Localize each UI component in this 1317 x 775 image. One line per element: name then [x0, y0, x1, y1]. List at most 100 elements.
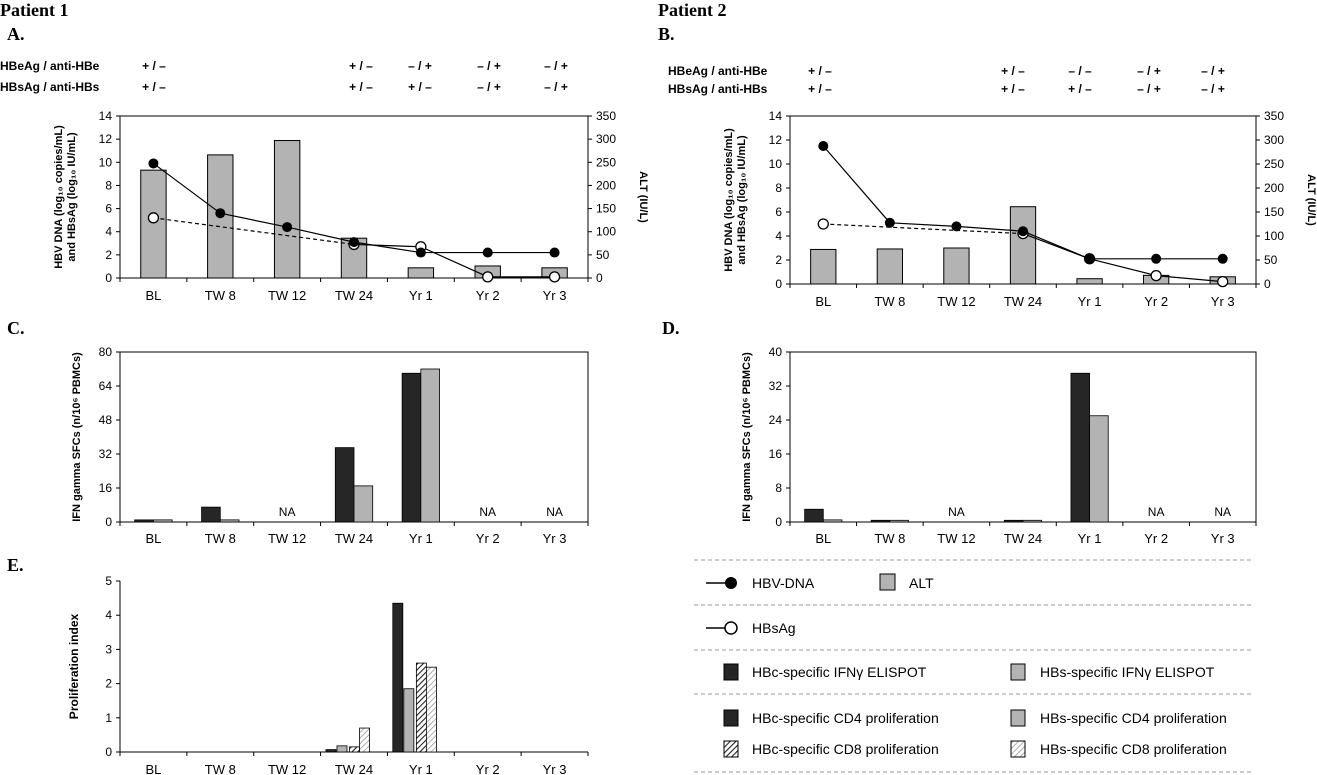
panel-A-hbv-dna-point	[415, 247, 426, 258]
hbs-cd8-swatch	[1010, 740, 1026, 758]
panel-E-bar-hbc-cd8	[415, 662, 427, 753]
panel-B-hbv-dna-point	[818, 141, 829, 151]
p2-hbeag-label: HBeAg / anti-HBe	[668, 64, 768, 78]
panel-A-alt-bar	[140, 169, 167, 279]
panel-D-na-label: NA	[948, 505, 965, 519]
panel-B-y2tick-label: 300	[1264, 133, 1284, 147]
panel-B-ylabel-line2: and HBsAg (log₁₀ IU/mL)	[736, 135, 748, 265]
panel-A-hbv-dna-line-segment	[153, 162, 221, 214]
panel-B-hbsag-point	[817, 218, 829, 230]
panel-A-hbsag-point	[147, 212, 160, 224]
panel-C-na-label: NA	[479, 505, 496, 519]
panel-E-ytick-label: 3	[105, 642, 112, 656]
panel-A-ytick-label: 0	[105, 271, 112, 285]
panel-D-bar-hbc-ifn	[1003, 519, 1024, 523]
panel-A-xtick-label: Yr 2	[476, 288, 500, 303]
panel-A-hbeag-status: + / –	[349, 59, 373, 73]
panel-C-xtick-label: TW 24	[335, 531, 373, 546]
hbs-ifn-swatch	[1010, 663, 1026, 681]
panel-B-hbsag-point	[1217, 275, 1229, 288]
hbc-ifn-swatch	[723, 663, 739, 681]
panel-C-bar-hbs-ifn	[153, 519, 173, 523]
legend-hbsag: HBsAg	[706, 620, 796, 636]
panel-A-xtick-label: TW 8	[205, 288, 236, 303]
panel-B-hbv-dna-line-segment	[822, 145, 891, 224]
panel-A-xtick-label: Yr 1	[409, 288, 433, 303]
panel-C-bar-hbs-ifn	[420, 368, 440, 523]
panel-E-bar-hbs-cd8	[359, 727, 370, 753]
panel-A-y2tick-label: 50	[596, 248, 610, 262]
legend-hbc-cd4: HBc-specific CD4 proliferation	[723, 709, 939, 727]
panel-b-label: B.	[658, 24, 675, 44]
panel-B-y2tick-label: 100	[1264, 229, 1284, 243]
panel-A-hbeag-status: + / –	[142, 59, 166, 73]
panel-A-hbsag-status: + / –	[349, 80, 373, 94]
panel-B-hbeag-status: – / +	[1201, 64, 1225, 78]
panel-D-bar-hbc-ifn	[870, 519, 891, 523]
panel-C-ytick-label: 32	[99, 447, 113, 461]
panel-C-bar-hbc-ifn	[401, 372, 422, 523]
panel-B-ytick-label: 8	[775, 181, 782, 195]
panel-B-xtick-label: BL	[815, 294, 831, 309]
panel-B-hbsag-status: + / –	[808, 82, 832, 96]
panel-B-hbv-dna-point	[1217, 253, 1228, 264]
panel-C-ytick-label: 16	[99, 481, 113, 495]
panel-A-ytick-label: 10	[99, 155, 113, 169]
panel-D-xtick-label: BL	[815, 531, 831, 546]
panel-A-xtick-label: BL	[145, 288, 161, 303]
panel-A-hbsag-line-segment	[153, 217, 355, 246]
panel-B-ylabel-line1: HBV DNA (log₁₀ copies/mL)	[723, 128, 735, 272]
patient2-title: Patient 2	[658, 0, 726, 20]
panel-B-hbsag-point	[1150, 269, 1162, 282]
legend-alt-label: ALT	[909, 575, 934, 591]
panel-D-bar-hbc-ifn	[1070, 372, 1090, 523]
panel-B-hbeag-status: + / –	[808, 64, 832, 78]
panel-D-bar-hbs-ifn	[1022, 519, 1043, 523]
panel-A-hbsag-line-segment	[420, 246, 488, 278]
panel-B-ytick-label: 0	[775, 277, 782, 291]
legend-hbs-ifn-label: HBs-specific IFNγ ELISPOT	[1040, 664, 1215, 680]
panel-B-xtick-label: Yr 1	[1078, 294, 1102, 309]
panel-B-xtick-label: Yr 2	[1144, 294, 1168, 309]
panel-B-hbeag-status: + / –	[1001, 64, 1025, 78]
panel-A-hbeag-status: – / +	[408, 59, 432, 73]
legend-hbs-ifn: HBs-specific IFNγ ELISPOT	[1010, 663, 1215, 681]
panel-D-ylabel: IFN gamma SFCs (n/10⁶ PBMCs)	[741, 352, 753, 522]
panel-D-xtick-label: TW 8	[874, 531, 905, 546]
legend-dividers	[694, 559, 1252, 773]
panel-E-xtick-label: BL	[145, 762, 161, 775]
legend-hbs-cd4: HBs-specific CD4 proliferation	[1010, 709, 1227, 727]
legend-hbc-ifn: HBc-specific IFNγ ELISPOT	[723, 663, 927, 681]
panel-A-y2label: ALT (IU/L)	[637, 171, 649, 223]
panel-B-y2tick-label: 250	[1264, 157, 1284, 171]
panel-A-hbsag-status: – / +	[477, 80, 501, 94]
panel-C-ytick-label: 48	[99, 413, 113, 427]
panel-C-bar-hbc-ifn	[334, 447, 355, 523]
panel-B-alt-bar	[1009, 206, 1037, 285]
panel-A-ylabel-line2: and HBsAg (log₁₀ IU/mL)	[66, 132, 78, 262]
panel-D-na-label: NA	[1214, 505, 1231, 519]
panel-A-hbv-dna-line-segment	[220, 212, 288, 228]
panel-B-hbv-dna-point	[951, 221, 962, 232]
panel-B-ytick-label: 2	[775, 253, 782, 267]
panel-A-hbv-dna-point	[482, 247, 493, 258]
legend-hbc-ifn-label: HBc-specific IFNγ ELISPOT	[752, 664, 927, 680]
panel-E-bar-hbc-cd4	[325, 749, 337, 753]
panel-B-alt-bar	[943, 247, 970, 285]
panel-E-bar-hbc-cd8	[349, 746, 360, 753]
panel-A-y2tick-label: 300	[596, 132, 616, 146]
panel-E-ytick-label: 4	[105, 608, 112, 622]
panel-A-ylabel-line1: HBV DNA (log₁₀ copies/mL)	[53, 125, 65, 269]
panel-d-label: D.	[662, 318, 680, 338]
panel-A-xtick-label: TW 12	[268, 288, 306, 303]
panel-E-xtick-label: Yr 3	[543, 762, 567, 775]
legend-hbs-cd8-label: HBs-specific CD8 proliferation	[1040, 741, 1227, 757]
panel-A-y2tick-label: 350	[596, 109, 616, 123]
panel-B-ytick-label: 4	[775, 229, 782, 243]
panel-B-y2tick-label: 200	[1264, 181, 1284, 195]
panel-B-alt-bar	[810, 248, 837, 285]
panel-C-na-label: NA	[546, 505, 563, 519]
panel-D-xtick-label: Yr 1	[1078, 531, 1102, 546]
panel-E-bar-hbs-cd8	[425, 666, 437, 753]
